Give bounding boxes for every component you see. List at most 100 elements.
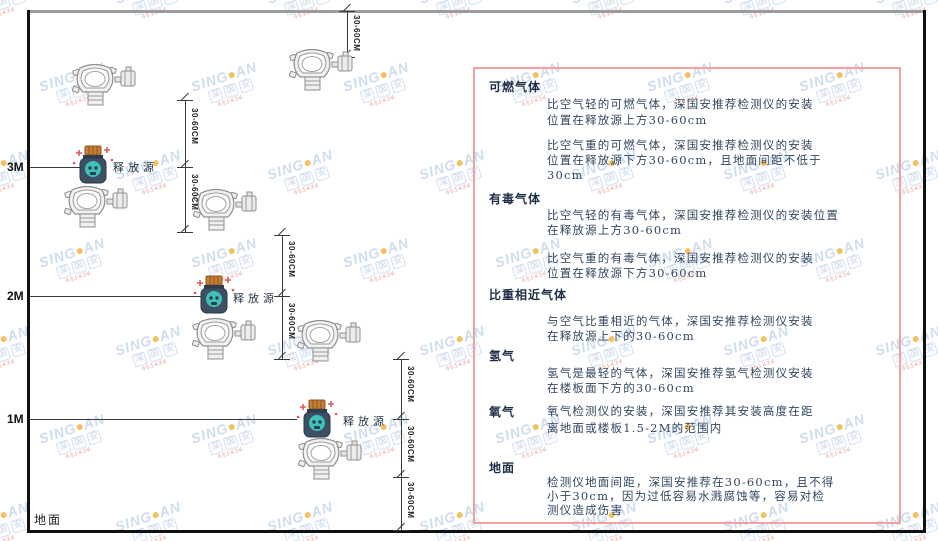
release-source-label: 释放源 [113,161,158,174]
gas-detector-icon [297,320,361,362]
brand-dot-icon [0,511,8,519]
ceiling-line [27,10,926,13]
brand-dot-icon [380,247,388,255]
dimension-line [401,359,402,531]
section-heading-ground: 地面 [489,461,516,475]
brand-dot-icon [456,159,464,167]
brand-dot-icon [304,511,312,519]
guideline-text-line: 比空气轻的有毒气体，深国安推荐检测仪的安装位置 [547,208,840,222]
brand-dot-icon [456,335,464,343]
dimension-label: 30-60CM [406,426,415,463]
dimension-tick [177,167,193,168]
ground-label: 地面 [34,513,63,527]
brand-dot-icon [0,335,8,343]
guideline-text-line: 比空气重的可燃气体，深国安推荐检测仪的安装 [547,138,814,152]
dimension-label: 30-60CM [190,108,199,145]
guideline-text-line: 位置在释放源下方30-60cm，且地面间距不低于 [547,153,822,167]
height-line-1m [30,419,297,420]
dimension-tick [339,11,355,12]
brand-dot-icon [152,335,160,343]
height-label-2m: 2M [7,289,24,303]
section-heading-similar-density-gas: 比重相近气体 [489,288,568,302]
dimension-label: 30-60CM [287,241,296,278]
installation-guideline-panel: 可燃气体 比空气轻的可燃气体，深国安推荐检测仪的安装 位置在释放源上方30-60… [473,67,901,524]
section-heading-flammable-gas: 可燃气体 [489,80,542,94]
dimension-tick [393,419,409,420]
height-label-1m: 1M [7,412,24,426]
gas-detector-icon [192,318,256,360]
guideline-text-line: 氢气是最轻的气体，深国安推荐氢气检测仪安装 [547,366,814,380]
dimension-tick [393,359,409,360]
floor-line [27,530,926,533]
brand-dot-icon [152,511,160,519]
guideline-text-line: 在楼板面下方的30-60cm [547,381,695,395]
dimension-tick [177,232,193,233]
dimension-tick [393,477,409,478]
guideline-text-line: 在释放源上方30-60cm [547,223,683,237]
guideline-text-line: 离地面或楼板1.5-2M的范围内 [547,421,723,435]
gas-detector-icon [64,186,128,228]
brand-dot-icon [912,335,920,343]
gas-detector-icon [193,189,257,231]
height-label-3m: 3M [7,160,24,174]
brand-dot-icon [456,511,464,519]
guideline-text-line: 测仪造成伤害 [547,503,624,517]
release-source-icon [192,275,236,314]
brand-dot-icon [228,247,236,255]
brand-dot-icon [76,423,84,431]
brand-dot-icon [76,247,84,255]
guideline-text-line: 位置在释放源下方30-60cm [547,266,708,280]
dimension-label: 30-60CM [352,15,361,52]
section-heading-oxygen: 氧气 [489,405,516,419]
guideline-text-line: 位置在释放源上方30-60cm [547,113,708,127]
guideline-text-line: 氧气检测仪的安装，深国安推荐其安装高度在距 [547,404,814,418]
guideline-text-line: 比空气重的有毒气体，深国安推荐检测仪的安装 [547,251,814,265]
dimension-tick [393,530,409,531]
guideline-text-line: 30cm [547,168,584,182]
section-heading-toxic-gas: 有毒气体 [489,192,542,206]
height-line-3m [30,167,81,168]
brand-dot-icon [912,511,920,519]
guideline-text-line: 在释放源上下的30-60cm [547,329,695,343]
brand-dot-icon [228,71,236,79]
brand-dot-icon [912,159,920,167]
gas-detector-icon [289,49,353,91]
brand-dot-icon [380,71,388,79]
height-line-2m [30,296,201,297]
dimension-label: 30-60CM [406,366,415,403]
dimension-tick [274,359,290,360]
guideline-text-line: 比空气轻的可燃气体，深国安推荐检测仪的安装 [547,97,814,111]
release-source-icon [295,399,339,438]
section-heading-hydrogen: 氢气 [489,349,516,363]
brand-dot-icon [304,159,312,167]
gas-detector-icon [298,438,362,480]
gas-detector-icon [72,64,136,106]
brand-dot-icon [228,423,236,431]
dimension-tick [177,100,193,101]
release-source-label: 释放源 [233,292,278,305]
guideline-text-line: 与空气比重相近的气体，深国安推荐检测仪安装 [547,314,814,328]
guideline-text-line: 检测仪地面间距，深国安推荐在30-60cm，且不得 [547,475,835,489]
right-wall-line [923,10,926,533]
dimension-label: 30-60CM [406,482,415,519]
left-wall-line [27,10,30,533]
dimension-line [185,100,186,232]
dimension-tick [274,235,290,236]
dimension-line [347,11,348,57]
guideline-text-line: 小于30cm，因为过低容易水溅腐蚀等，容易对检 [547,489,826,503]
dimension-label: 30-60CM [190,174,199,211]
